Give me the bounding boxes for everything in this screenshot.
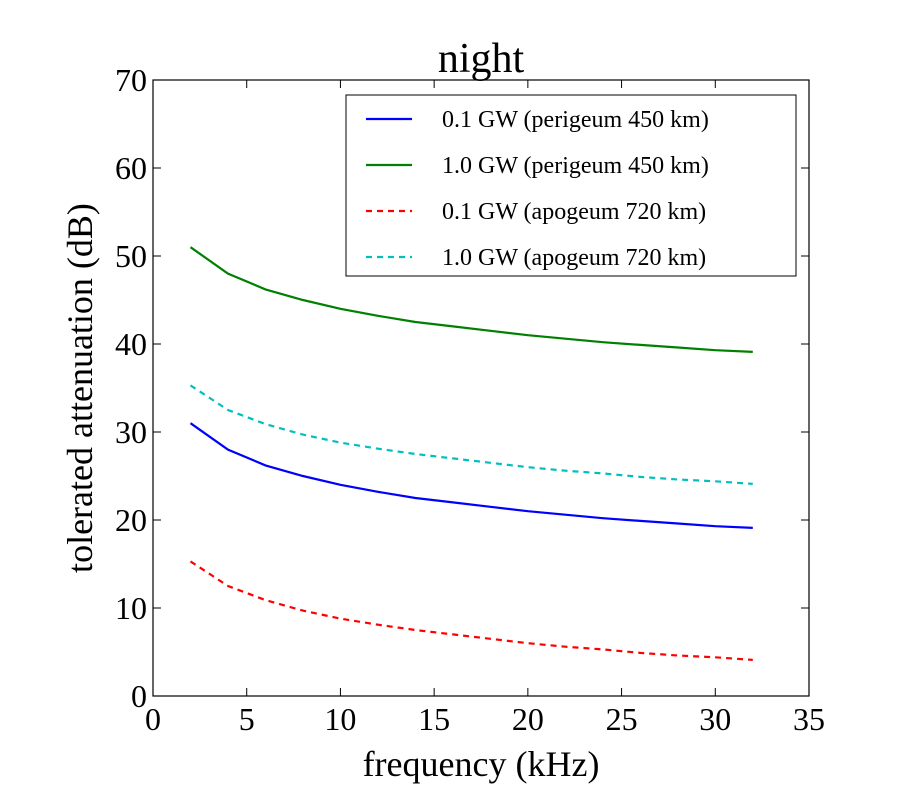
x-tick-label: 30 (699, 701, 731, 737)
plot-area (189, 246, 753, 661)
y-tick-label: 0 (131, 678, 147, 714)
y-tick-label: 40 (115, 326, 147, 362)
x-tick-label: 5 (239, 701, 255, 737)
legend-label-4: 1.0 GW (apogeum 720 km) (442, 245, 706, 271)
axis-ticks: 0 5 10 15 20 25 30 35 0 10 20 30 40 50 60 70 (115, 62, 825, 737)
series-line-4 (189, 384, 753, 485)
chart-title: night (438, 36, 525, 82)
y-tick-label: 60 (115, 150, 147, 186)
y-tick-label: 20 (115, 502, 147, 538)
y-axis-label: tolerated attenuation (dB) (60, 203, 100, 573)
x-tick-label: 10 (324, 701, 356, 737)
y-tick-label: 70 (115, 62, 147, 98)
x-tick-label: 15 (418, 701, 450, 737)
x-tick-label: 25 (606, 701, 638, 737)
legend-box (345, 94, 797, 277)
x-axis-label: frequency (kHz) (363, 744, 600, 784)
x-tick-label: 20 (512, 701, 544, 737)
legend-label-2: 1.0 GW (perigeum 450 km) (442, 153, 709, 179)
series-line-1 (189, 422, 753, 529)
series-line-3 (189, 560, 753, 661)
legend-label-1: 0.1 GW (perigeum 450 km) (442, 107, 709, 133)
y-tick-label: 50 (115, 238, 147, 274)
series-line-2 (189, 246, 753, 353)
x-tick-label: 35 (793, 701, 825, 737)
x-tick-label: 0 (145, 701, 161, 737)
plot-frame (152, 79, 810, 697)
y-tick-label: 10 (115, 590, 147, 626)
y-tick-label: 30 (115, 414, 147, 450)
legend-label-3: 0.1 GW (apogeum 720 km) (442, 199, 706, 225)
legend: 0.1 GW (perigeum 450 km) 1.0 GW (perigeum… (345, 94, 797, 277)
